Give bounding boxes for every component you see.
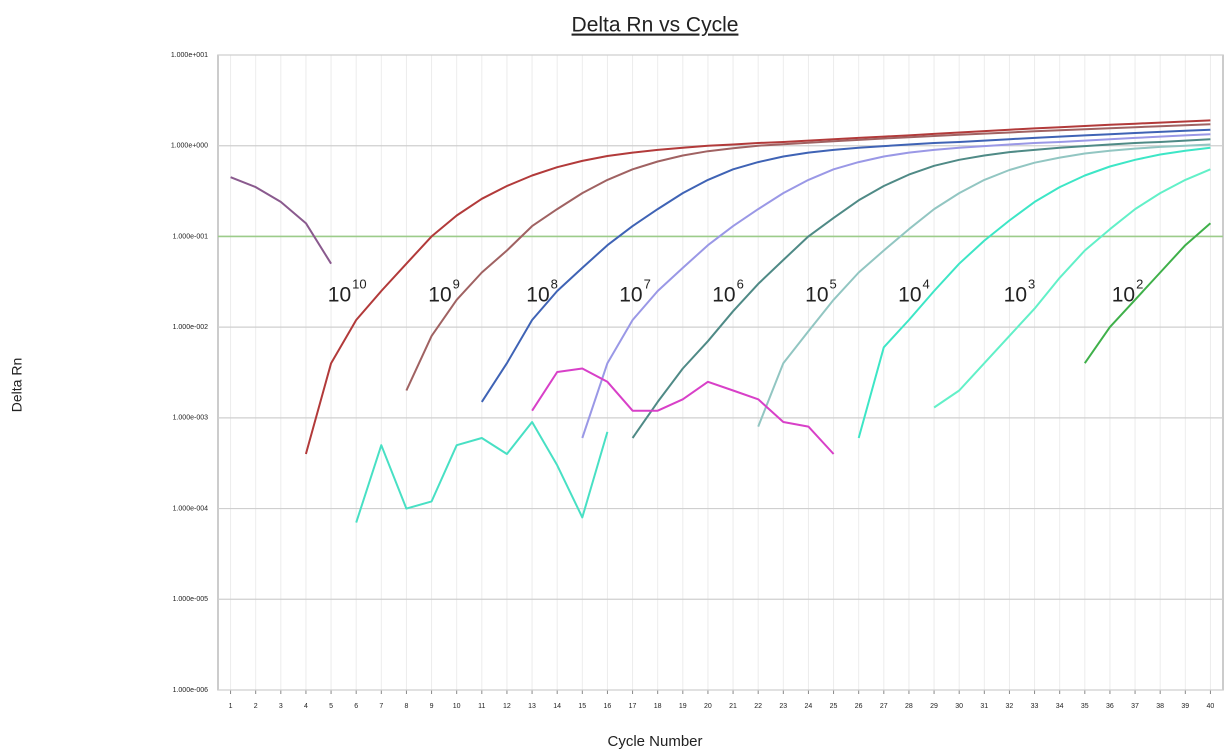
y-tick-label: 1.000e-003 — [173, 415, 209, 422]
annotation-base: 10 — [1112, 284, 1135, 307]
x-tick-label: 29 — [930, 703, 938, 710]
x-tick-label: 30 — [955, 703, 963, 710]
annotation: 10 3 — [1004, 277, 1036, 307]
x-tick-label: 32 — [1006, 703, 1014, 710]
series-line — [857, 146, 1211, 439]
annotation-base: 10 — [428, 284, 451, 307]
x-tick-label: 39 — [1181, 703, 1189, 710]
annotation: 10 7 — [619, 277, 651, 307]
annotation-exponent: 3 — [1028, 277, 1035, 292]
annotation-base: 10 — [526, 284, 549, 307]
series-line — [631, 138, 1211, 439]
annotation: 10 10 — [328, 277, 367, 307]
y-tick-label: 1.000e+001 — [171, 52, 208, 59]
x-tick-label: 11 — [478, 703, 485, 710]
x-tick-label: 20 — [704, 703, 712, 710]
x-tick-label: 13 — [528, 703, 536, 710]
y-axis-label: Delta Rn — [9, 358, 25, 412]
x-tick-label: 3 — [279, 703, 283, 710]
x-tick-label: 28 — [905, 703, 913, 710]
series-line — [581, 133, 1211, 439]
x-tick-label: 34 — [1056, 703, 1064, 710]
x-tick-label: 26 — [855, 703, 863, 710]
x-tick-label: 27 — [880, 703, 888, 710]
x-tick-label: 36 — [1106, 703, 1114, 710]
series-line — [1083, 222, 1212, 364]
y-tick-label: 1.000e-004 — [173, 505, 209, 512]
y-tick-label: 1.000e-001 — [173, 233, 209, 240]
x-tick-label: 24 — [805, 703, 813, 710]
x-tick-label: 37 — [1131, 703, 1139, 710]
series-line — [230, 176, 332, 265]
annotation: 10 8 — [526, 277, 558, 307]
series-line — [355, 421, 609, 523]
annotation-base: 10 — [1004, 284, 1027, 307]
series-line — [757, 143, 1211, 427]
x-tick-label: 22 — [754, 703, 762, 710]
annotation-exponent: 8 — [551, 277, 558, 292]
series-line — [304, 119, 1211, 455]
annotation: 10 9 — [428, 277, 460, 307]
x-tick-label: 2 — [254, 703, 258, 710]
x-tick-label: 17 — [629, 703, 637, 710]
annotation: 10 2 — [1112, 277, 1144, 307]
x-tick-label: 7 — [379, 703, 383, 710]
x-tick-label: 21 — [729, 703, 737, 710]
series-line — [531, 367, 835, 455]
x-tick-label: 25 — [830, 703, 838, 710]
x-tick-label: 12 — [503, 703, 511, 710]
x-tick-label: 33 — [1031, 703, 1039, 710]
annotation-exponent: 4 — [923, 277, 930, 292]
x-tick-label: 40 — [1207, 703, 1215, 710]
annotation: 10 4 — [898, 277, 930, 307]
y-tick-label: 1.000e-005 — [173, 596, 209, 603]
x-tick-label: 6 — [354, 703, 358, 710]
series-line — [480, 128, 1211, 403]
x-tick-label: 9 — [430, 703, 434, 710]
x-tick-label: 35 — [1081, 703, 1089, 710]
y-tick-label: 1.000e-006 — [173, 687, 209, 694]
annotation: 10 6 — [712, 277, 744, 307]
annotation-base: 10 — [619, 284, 642, 307]
x-tick-label: 19 — [679, 703, 687, 710]
annotation-exponent: 9 — [453, 277, 460, 292]
annotation-exponent: 5 — [830, 277, 837, 292]
x-tick-label: 8 — [404, 703, 408, 710]
annotation-base: 10 — [805, 284, 828, 307]
x-tick-label: 4 — [304, 703, 308, 710]
x-tick-label: 14 — [553, 703, 561, 710]
x-tick-label: 18 — [654, 703, 662, 710]
y-tick-label: 1.000e-002 — [173, 324, 209, 331]
annotation-base: 10 — [898, 284, 921, 307]
x-tick-label: 31 — [980, 703, 988, 710]
chart-title: Delta Rn vs Cycle — [572, 14, 739, 37]
annotation: 10 5 — [805, 277, 837, 307]
y-tick-label: 1.000e+000 — [171, 143, 208, 150]
annotation-exponent: 10 — [352, 277, 366, 292]
annotation-exponent: 7 — [644, 277, 651, 292]
x-tick-label: 23 — [779, 703, 787, 710]
plot-area — [217, 54, 1224, 691]
series-line — [405, 123, 1211, 391]
annotation-base: 10 — [328, 284, 351, 307]
annotation-exponent: 2 — [1136, 277, 1143, 292]
series-line — [933, 168, 1211, 409]
annotation-exponent: 6 — [737, 277, 744, 292]
annotation-base: 10 — [712, 284, 735, 307]
x-tick-label: 10 — [453, 703, 461, 710]
x-tick-label: 38 — [1156, 703, 1164, 710]
x-tick-label: 16 — [604, 703, 612, 710]
x-tick-label: 1 — [229, 703, 233, 710]
x-tick-label: 15 — [578, 703, 586, 710]
x-axis-label: Cycle Number — [607, 733, 702, 750]
x-tick-label: 5 — [329, 703, 333, 710]
